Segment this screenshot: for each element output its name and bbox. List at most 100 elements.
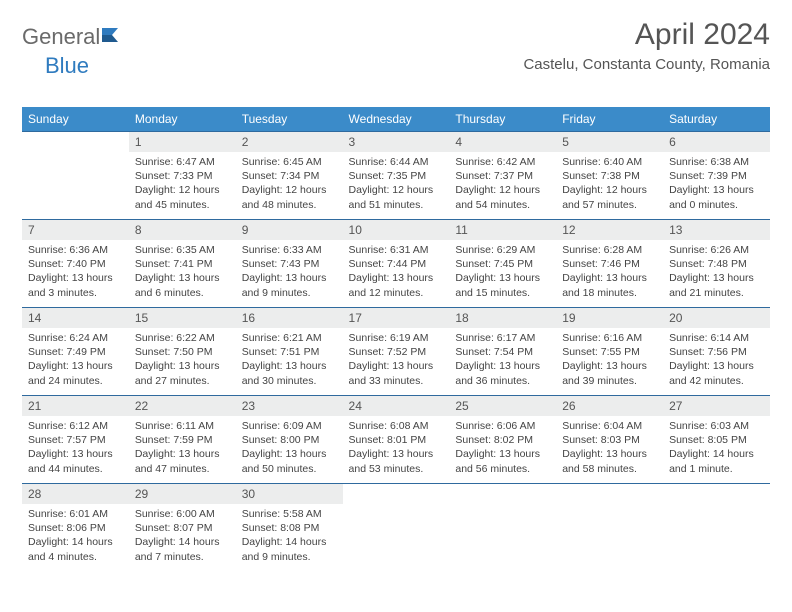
daylight-text: Daylight: 13 hours and 9 minutes. xyxy=(242,271,337,299)
daylight-text: Daylight: 13 hours and 3 minutes. xyxy=(28,271,123,299)
sunset-text: Sunset: 7:39 PM xyxy=(669,169,764,183)
daylight-text: Daylight: 13 hours and 6 minutes. xyxy=(135,271,230,299)
day-cell xyxy=(556,484,663,572)
day-body: Sunrise: 6:38 AMSunset: 7:39 PMDaylight:… xyxy=(663,152,770,218)
day-number: 5 xyxy=(556,132,663,152)
sunrise-text: Sunrise: 6:14 AM xyxy=(669,331,764,345)
day-body: Sunrise: 6:08 AMSunset: 8:01 PMDaylight:… xyxy=(343,416,450,482)
sunset-text: Sunset: 7:49 PM xyxy=(28,345,123,359)
day-body: Sunrise: 6:28 AMSunset: 7:46 PMDaylight:… xyxy=(556,240,663,306)
day-number: 1 xyxy=(129,132,236,152)
day-number: 15 xyxy=(129,308,236,328)
sunset-text: Sunset: 7:50 PM xyxy=(135,345,230,359)
day-number xyxy=(22,132,129,152)
day-body: Sunrise: 6:47 AMSunset: 7:33 PMDaylight:… xyxy=(129,152,236,218)
day-number: 3 xyxy=(343,132,450,152)
day-number: 7 xyxy=(22,220,129,240)
day-cell: 29Sunrise: 6:00 AMSunset: 8:07 PMDayligh… xyxy=(129,484,236,572)
daylight-text: Daylight: 14 hours and 1 minute. xyxy=(669,447,764,475)
day-body xyxy=(556,504,663,513)
sunset-text: Sunset: 8:05 PM xyxy=(669,433,764,447)
day-number: 6 xyxy=(663,132,770,152)
logo: General xyxy=(22,18,126,50)
sunrise-text: Sunrise: 6:00 AM xyxy=(135,507,230,521)
sunrise-text: Sunrise: 6:01 AM xyxy=(28,507,123,521)
day-body: Sunrise: 6:14 AMSunset: 7:56 PMDaylight:… xyxy=(663,328,770,394)
day-body: Sunrise: 6:12 AMSunset: 7:57 PMDaylight:… xyxy=(22,416,129,482)
sunset-text: Sunset: 7:37 PM xyxy=(455,169,550,183)
sunrise-text: Sunrise: 6:28 AM xyxy=(562,243,657,257)
day-number: 10 xyxy=(343,220,450,240)
day-cell: 17 Sunrise: 6:19 AMSunset: 7:52 PMDayligh… xyxy=(343,308,450,396)
sunrise-text: Sunrise: 6:24 AM xyxy=(28,331,123,345)
sunrise-text: Sunrise: 6:11 AM xyxy=(135,419,230,433)
calendar-body: 1Sunrise: 6:47 AMSunset: 7:33 PMDaylight… xyxy=(22,132,770,572)
day-body: Sunrise: 6:06 AMSunset: 8:02 PMDaylight:… xyxy=(449,416,556,482)
day-body: Sunrise: 6:00 AMSunset: 8:07 PMDaylight:… xyxy=(129,504,236,570)
weekday-header: Friday xyxy=(556,107,663,132)
sunrise-text: Sunrise: 6:35 AM xyxy=(135,243,230,257)
weekday-header: Saturday xyxy=(663,107,770,132)
sunrise-text: Sunrise: 6:42 AM xyxy=(455,155,550,169)
day-number: 12 xyxy=(556,220,663,240)
day-cell: 4Sunrise: 6:42 AMSunset: 7:37 PMDaylight… xyxy=(449,132,556,220)
sunrise-text: Sunrise: 6:44 AM xyxy=(349,155,444,169)
daylight-text: Daylight: 13 hours and 12 minutes. xyxy=(349,271,444,299)
daylight-text: Daylight: 13 hours and 47 minutes. xyxy=(135,447,230,475)
weekday-header: Sunday xyxy=(22,107,129,132)
day-cell: 26Sunrise: 6:04 AMSunset: 8:03 PMDayligh… xyxy=(556,396,663,484)
sunrise-text: Sunrise: 6:06 AM xyxy=(455,419,550,433)
day-cell: 18Sunrise: 6:17 AMSunset: 7:54 PMDayligh… xyxy=(449,308,556,396)
sunrise-text: Sunrise: 6:19 AM xyxy=(349,331,444,345)
sunset-text: Sunset: 7:34 PM xyxy=(242,169,337,183)
sunset-text: Sunset: 7:56 PM xyxy=(669,345,764,359)
daylight-text: Daylight: 13 hours and 30 minutes. xyxy=(242,359,337,387)
day-number: 17 xyxy=(343,308,450,328)
sunrise-text: Sunrise: 5:58 AM xyxy=(242,507,337,521)
daylight-text: Daylight: 13 hours and 39 minutes. xyxy=(562,359,657,387)
logo-flag-icon xyxy=(102,26,124,49)
daylight-text: Daylight: 13 hours and 53 minutes. xyxy=(349,447,444,475)
day-number: 2 xyxy=(236,132,343,152)
day-body: Sunrise: 6:03 AMSunset: 8:05 PMDaylight:… xyxy=(663,416,770,482)
day-body: Sunrise: 6:17 AMSunset: 7:54 PMDaylight:… xyxy=(449,328,556,394)
day-number: 22 xyxy=(129,396,236,416)
day-cell: 28Sunrise: 6:01 AMSunset: 8:06 PMDayligh… xyxy=(22,484,129,572)
daylight-text: Daylight: 13 hours and 36 minutes. xyxy=(455,359,550,387)
sunrise-text: Sunrise: 6:38 AM xyxy=(669,155,764,169)
day-cell: 19Sunrise: 6:16 AMSunset: 7:55 PMDayligh… xyxy=(556,308,663,396)
daylight-text: Daylight: 12 hours and 51 minutes. xyxy=(349,183,444,211)
sunset-text: Sunset: 7:52 PM xyxy=(349,345,444,359)
day-body: Sunrise: 6:45 AMSunset: 7:34 PMDaylight:… xyxy=(236,152,343,218)
daylight-text: Daylight: 13 hours and 56 minutes. xyxy=(455,447,550,475)
sunset-text: Sunset: 7:48 PM xyxy=(669,257,764,271)
day-cell: 16Sunrise: 6:21 AMSunset: 7:51 PMDayligh… xyxy=(236,308,343,396)
daylight-text: Daylight: 13 hours and 18 minutes. xyxy=(562,271,657,299)
sunset-text: Sunset: 8:00 PM xyxy=(242,433,337,447)
day-number: 21 xyxy=(22,396,129,416)
day-body: Sunrise: 6:40 AMSunset: 7:38 PMDaylight:… xyxy=(556,152,663,218)
day-body: Sunrise: 6:24 AMSunset: 7:49 PMDaylight:… xyxy=(22,328,129,394)
sunset-text: Sunset: 7:55 PM xyxy=(562,345,657,359)
day-number: 29 xyxy=(129,484,236,504)
page-title: April 2024 xyxy=(523,18,770,52)
logo-word2: Blue xyxy=(45,53,89,78)
daylight-text: Daylight: 13 hours and 44 minutes. xyxy=(28,447,123,475)
day-body: Sunrise: 6:35 AMSunset: 7:41 PMDaylight:… xyxy=(129,240,236,306)
day-number xyxy=(663,484,770,504)
sunset-text: Sunset: 7:59 PM xyxy=(135,433,230,447)
day-cell: 15Sunrise: 6:22 AMSunset: 7:50 PMDayligh… xyxy=(129,308,236,396)
day-body: Sunrise: 6:29 AMSunset: 7:45 PMDaylight:… xyxy=(449,240,556,306)
day-cell: 3Sunrise: 6:44 AMSunset: 7:35 PMDaylight… xyxy=(343,132,450,220)
day-body: Sunrise: 6:26 AMSunset: 7:48 PMDaylight:… xyxy=(663,240,770,306)
sunset-text: Sunset: 7:44 PM xyxy=(349,257,444,271)
day-cell: 13Sunrise: 6:26 AMSunset: 7:48 PMDayligh… xyxy=(663,220,770,308)
day-number: 25 xyxy=(449,396,556,416)
sunrise-text: Sunrise: 6:47 AM xyxy=(135,155,230,169)
sunset-text: Sunset: 7:46 PM xyxy=(562,257,657,271)
sunrise-text: Sunrise: 6:04 AM xyxy=(562,419,657,433)
day-number: 27 xyxy=(663,396,770,416)
daylight-text: Daylight: 14 hours and 9 minutes. xyxy=(242,535,337,563)
sunset-text: Sunset: 7:45 PM xyxy=(455,257,550,271)
daylight-text: Daylight: 13 hours and 33 minutes. xyxy=(349,359,444,387)
